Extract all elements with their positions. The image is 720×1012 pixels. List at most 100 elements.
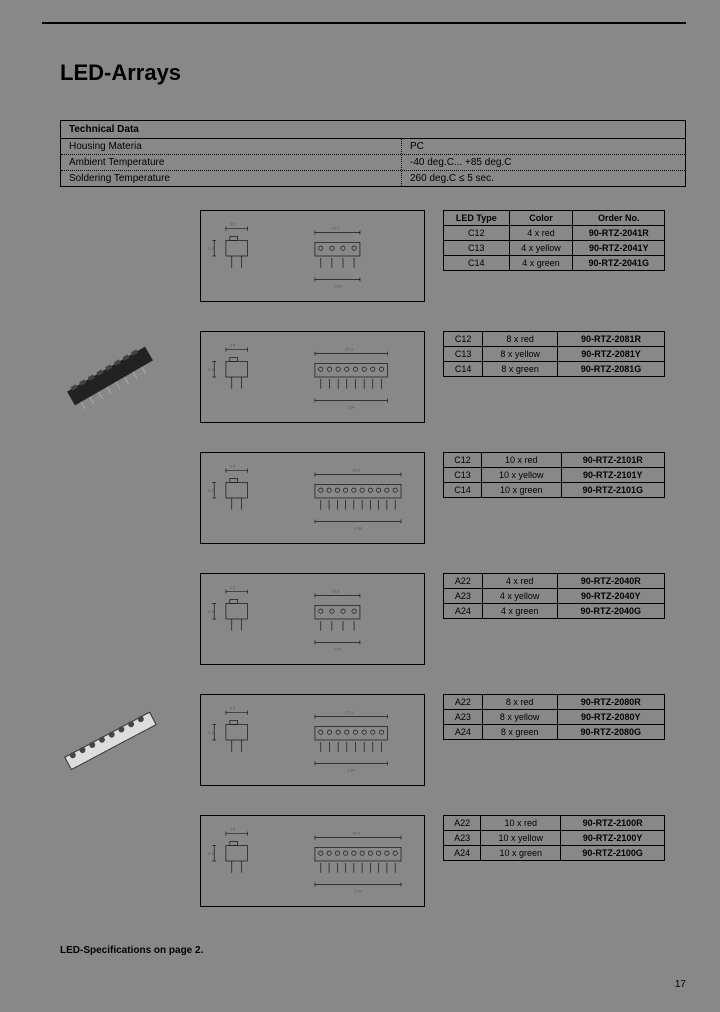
order-row: A22 8 x red 90-RTZ-2080R (444, 695, 665, 710)
order-table: C12 8 x red 90-RTZ-2081R C13 8 x yellow … (443, 331, 665, 377)
order-row: C12 10 x red 90-RTZ-2101R (444, 453, 665, 468)
led-color: 10 x yellow (481, 831, 561, 846)
order-row: C14 10 x green 90-RTZ-2101G (444, 483, 665, 498)
led-color: 4 x yellow (482, 589, 557, 604)
order-number: 90-RTZ-2101R (561, 453, 664, 468)
svg-text:2.54: 2.54 (354, 888, 362, 893)
order-row: C14 8 x green 90-RTZ-2081G (444, 362, 665, 377)
order-table: C12 10 x red 90-RTZ-2101R C13 10 x yello… (443, 452, 665, 498)
order-header: Order No. (573, 211, 665, 226)
led-color: 10 x green (481, 846, 561, 861)
svg-text:5.5: 5.5 (208, 488, 214, 493)
product-photo (50, 700, 170, 780)
tech-value: PC (401, 139, 685, 154)
led-type: A24 (444, 846, 481, 861)
svg-text:10.2: 10.2 (332, 226, 340, 231)
order-number: 90-RTZ-2100G (561, 846, 665, 861)
order-number: 90-RTZ-2100Y (561, 831, 665, 846)
led-type: C12 (444, 332, 483, 347)
technical-data-table: Technical Data Housing Materia PCAmbient… (60, 120, 686, 187)
order-table: A22 10 x red 90-RTZ-2100R A23 10 x yello… (443, 815, 665, 861)
technical-drawing: 2.5 5.5 10.2 2.54 (200, 573, 425, 665)
order-header: LED Type (444, 211, 510, 226)
svg-text:25.4: 25.4 (352, 468, 360, 473)
tech-header: Technical Data (61, 121, 685, 139)
led-type: C13 (444, 347, 483, 362)
led-color: 10 x yellow (481, 468, 561, 483)
footer-note: LED-Specifications on page 2. (60, 945, 203, 956)
order-number: 90-RTZ-2040R (557, 574, 664, 589)
tech-row: Ambient Temperature -40 deg.C... +85 deg… (61, 155, 685, 171)
led-color: 8 x red (483, 332, 558, 347)
tech-row: Soldering Temperature 260 deg.C ≤ 5 sec. (61, 171, 685, 186)
technical-drawing: 2.5 5.5 20.3 2.54 (200, 331, 425, 423)
order-number: 90-RTZ-2080G (557, 725, 664, 740)
order-row: A23 8 x yellow 90-RTZ-2080Y (444, 710, 665, 725)
svg-text:5.5: 5.5 (208, 851, 214, 856)
led-color: 4 x red (509, 226, 573, 241)
order-number: 90-RTZ-2040Y (557, 589, 664, 604)
order-number: 90-RTZ-2041R (573, 226, 665, 241)
order-number: 90-RTZ-2100R (561, 816, 665, 831)
order-row: A22 4 x red 90-RTZ-2040R (444, 574, 665, 589)
svg-text:2.54: 2.54 (334, 283, 342, 288)
tech-value: 260 deg.C ≤ 5 sec. (401, 171, 685, 186)
product-block: 2.5 5.5 25.4 2.54 C12 10 x red 90-RTZ-21… (200, 452, 665, 544)
svg-text:10.2: 10.2 (332, 589, 340, 594)
product-block: 2.5 5.5 20.3 2.54 A22 8 x red 90-RTZ-208… (200, 694, 665, 786)
order-number: 90-RTZ-2041Y (573, 241, 665, 256)
led-color: 8 x yellow (483, 347, 558, 362)
order-number: 90-RTZ-2101Y (561, 468, 664, 483)
svg-text:2.5: 2.5 (230, 585, 236, 590)
order-number: 90-RTZ-2081Y (557, 347, 664, 362)
order-number: 90-RTZ-2040G (557, 604, 664, 619)
svg-text:2.5: 2.5 (230, 706, 236, 711)
order-row: C12 8 x red 90-RTZ-2081R (444, 332, 665, 347)
technical-drawing: 2.5 5.5 25.4 2.54 (200, 452, 425, 544)
led-type: C12 (444, 226, 510, 241)
order-table: LED TypeColorOrder No. C12 4 x red 90-RT… (443, 210, 665, 271)
tech-value: -40 deg.C... +85 deg.C (401, 155, 685, 170)
svg-text:2.54: 2.54 (347, 767, 355, 772)
svg-text:2.5: 2.5 (230, 464, 236, 469)
order-number: 90-RTZ-2101G (561, 483, 664, 498)
led-type: C13 (444, 241, 510, 256)
product-photo (50, 336, 170, 416)
led-type: C14 (444, 256, 510, 271)
led-type: A23 (444, 831, 481, 846)
order-table: A22 8 x red 90-RTZ-2080R A23 8 x yellow … (443, 694, 665, 740)
led-type: A23 (444, 589, 483, 604)
order-row: A24 8 x green 90-RTZ-2080G (444, 725, 665, 740)
led-type: A22 (444, 695, 483, 710)
led-color: 4 x green (509, 256, 573, 271)
led-color: 10 x red (481, 453, 561, 468)
tech-label: Housing Materia (61, 139, 401, 154)
svg-text:5.5: 5.5 (208, 609, 214, 614)
product-block: 2.5 5.5 25.4 2.54 A22 10 x red 90-RTZ-21… (200, 815, 665, 907)
product-block: 2.5 5.5 10.2 2.54 A22 4 x red 90-RTZ-204… (200, 573, 665, 665)
svg-text:2.5: 2.5 (230, 222, 236, 227)
order-number: 90-RTZ-2081R (557, 332, 664, 347)
order-number: 90-RTZ-2080R (557, 695, 664, 710)
led-color: 8 x red (482, 695, 557, 710)
tech-label: Soldering Temperature (61, 171, 401, 186)
order-row: A23 10 x yellow 90-RTZ-2100Y (444, 831, 665, 846)
led-type: C13 (444, 468, 482, 483)
led-type: A24 (444, 725, 483, 740)
led-color: 8 x yellow (482, 710, 557, 725)
svg-text:5.5: 5.5 (208, 367, 214, 372)
tech-label: Ambient Temperature (61, 155, 401, 170)
led-color: 4 x yellow (509, 241, 573, 256)
svg-text:5.5: 5.5 (208, 730, 214, 735)
led-type: A22 (444, 574, 483, 589)
svg-text:2.5: 2.5 (230, 343, 236, 348)
technical-drawing: 2.5 5.5 20.3 2.54 (200, 694, 425, 786)
svg-text:20.3: 20.3 (345, 347, 353, 352)
order-row: A24 10 x green 90-RTZ-2100G (444, 846, 665, 861)
led-color: 8 x green (483, 362, 558, 377)
led-color: 4 x green (482, 604, 557, 619)
order-row: A23 4 x yellow 90-RTZ-2040Y (444, 589, 665, 604)
order-table: A22 4 x red 90-RTZ-2040R A23 4 x yellow … (443, 573, 665, 619)
svg-text:25.4: 25.4 (352, 831, 360, 836)
led-color: 4 x red (482, 574, 557, 589)
